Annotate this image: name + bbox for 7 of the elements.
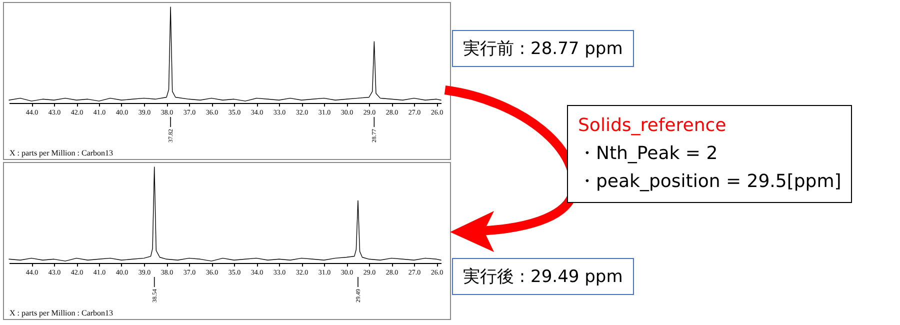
text: 実行前 : 28.77 ppm [452, 30, 634, 67]
text: Solids_reference [578, 114, 728, 138]
x-axis-title: X : parts per Million : Carbon13 [10, 308, 114, 318]
text: ・Nth_Peak = 2 [578, 142, 719, 166]
text: 実行後 : 29.49 ppm [452, 258, 634, 295]
x-axis-title: X : parts per Million : Carbon13 [10, 148, 114, 158]
text: ・peak_position = 29.5[ppm] [578, 170, 842, 194]
